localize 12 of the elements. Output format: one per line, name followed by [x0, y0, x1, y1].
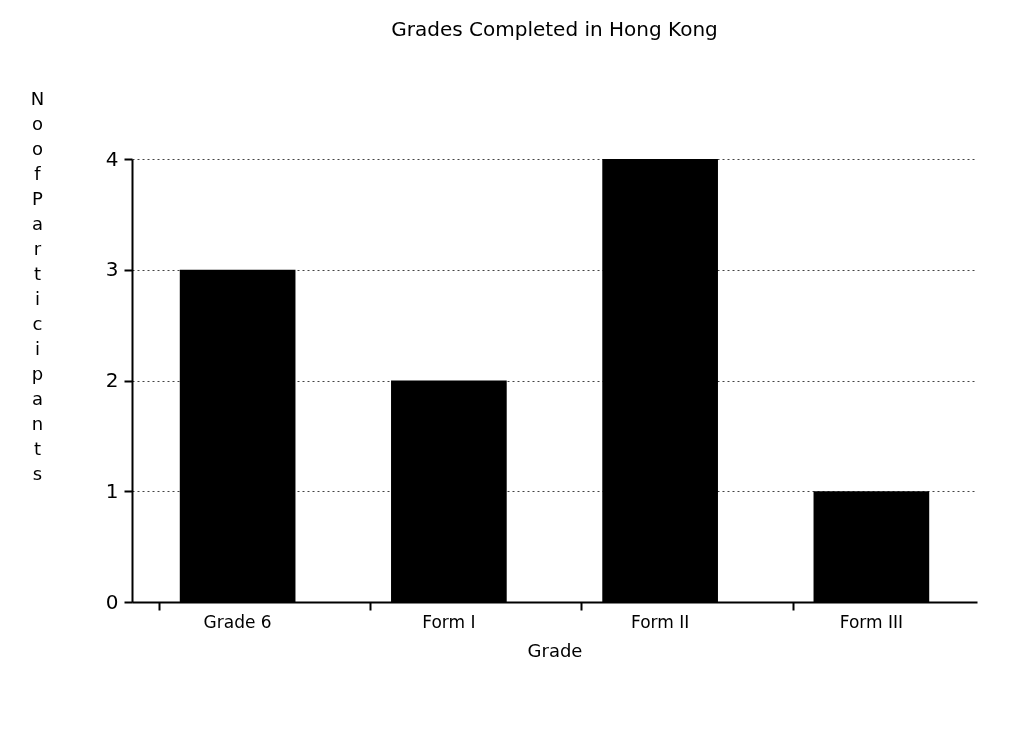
y-tick-label: 2: [105, 368, 119, 392]
text: No of Participants: [30, 87, 45, 484]
x-axis-title: Grade: [527, 639, 583, 661]
y-tick-label: 0: [105, 589, 119, 614]
y-tick-label: 1: [105, 478, 119, 503]
y-tick-label: 3: [105, 257, 119, 282]
x-tick-label: Form III: [839, 611, 904, 632]
x-tick-label: Form I: [422, 611, 476, 632]
chart-title: Grades Completed in Hong Kong: [391, 17, 718, 41]
x-tick-label: Form II: [630, 611, 690, 632]
y-tick-label: 4: [105, 146, 119, 171]
x-tick-label: Grade 6: [203, 611, 272, 632]
